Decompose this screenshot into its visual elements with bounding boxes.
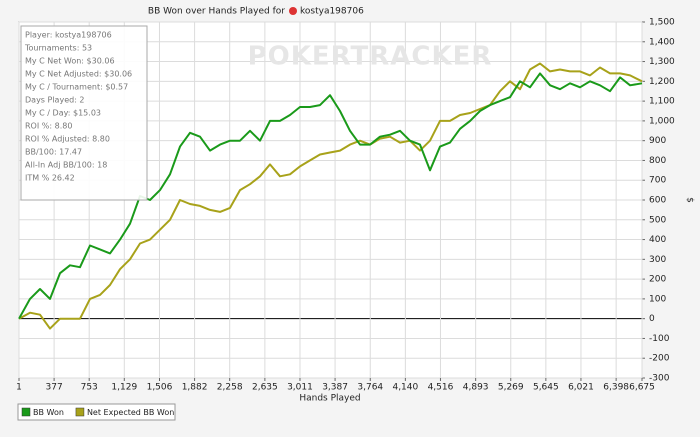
info-line: My C / Tournament: $0.57	[25, 83, 128, 92]
x-axis-label: Hands Played	[299, 394, 360, 404]
x-tick-label: 1,129	[111, 383, 137, 393]
watermark: POKERTRACKER	[248, 42, 493, 72]
x-tick-label: 4,140	[392, 383, 418, 393]
x-tick-label: 3,387	[322, 383, 348, 393]
x-tick-label: 5,645	[533, 383, 559, 393]
info-line: My C Net Adjusted: $30.06	[25, 70, 132, 79]
y-axis-label: $	[685, 197, 695, 203]
player-name: kostya198706	[300, 7, 364, 17]
x-tick-label: 5,269	[498, 383, 524, 393]
y-tick-label: 1,400	[649, 37, 675, 47]
y-tick-label: 1,000	[649, 116, 675, 126]
y-tick-label: 100	[649, 294, 666, 304]
y-tick-label: 1,200	[649, 77, 675, 87]
info-line: All-In Adj BB/100: 18	[25, 161, 107, 170]
x-tick-label: 1,882	[182, 383, 208, 393]
y-tick-label: -200	[649, 354, 670, 364]
y-tick-label: 1,300	[649, 57, 675, 67]
info-line: ROI %: 8.80	[25, 122, 72, 131]
x-tick-label: 6,398	[603, 383, 629, 393]
legend: BB Won Net Expected BB Won	[21, 407, 174, 417]
x-tick-label: 377	[46, 383, 63, 393]
x-tick-label: 4,516	[428, 383, 454, 393]
info-line: Player: kostya198706	[25, 31, 112, 40]
x-tick-label: 4,893	[463, 383, 489, 393]
info: Player: kostya198706 Tournaments: 53 My C …	[24, 31, 132, 183]
legend-swatch	[75, 407, 85, 417]
y-tick-label: 1,100	[649, 97, 675, 107]
x-tick-label: 6,021	[568, 383, 594, 393]
info-line: ROI % Adjusted: 8.80	[25, 135, 110, 144]
series-line	[18, 72, 643, 320]
x-tick-label: 3,764	[357, 383, 383, 393]
legend-swatch	[21, 407, 31, 417]
y-tick-label: 400	[649, 235, 666, 245]
y-tick-label: 300	[649, 255, 666, 265]
series-line	[18, 62, 643, 330]
x-tick-label: 753	[81, 383, 98, 393]
x-tick-label: 1,506	[147, 383, 173, 393]
y-tick-label: 800	[649, 156, 666, 166]
y-tick-label: 900	[649, 136, 666, 146]
y-tick-label: 600	[649, 196, 666, 206]
y-tick-label: 0	[649, 314, 655, 324]
info-line: Days Played: 2	[25, 96, 85, 105]
legend-box	[17, 403, 176, 421]
x-tick-label: 2,258	[217, 383, 243, 393]
x-tick-label: 2,635	[252, 383, 278, 393]
legend-label: BB Won	[33, 408, 64, 417]
x-tick-label: 1	[16, 383, 22, 393]
info-line: My C / Day: $15.03	[25, 109, 101, 118]
player-icon	[289, 7, 297, 15]
info-line: ITM % 26.42	[25, 174, 75, 183]
y-tick-label: -300	[649, 374, 670, 384]
y-tick-label: 200	[649, 275, 666, 285]
x-tick-label: 6,675	[629, 383, 655, 393]
info-line: Tournaments: 53	[24, 44, 92, 53]
info-line: BB/100: 17.47	[25, 148, 82, 157]
y-tick-label: -100	[649, 334, 670, 344]
legend-label: Net Expected BB Won	[87, 408, 174, 417]
info-line: My C Net Won: $30.06	[25, 57, 115, 66]
lines	[18, 62, 643, 330]
x-tick-label: 3,011	[287, 383, 313, 393]
y-tick-label: 1,500	[649, 18, 675, 28]
info-box	[20, 25, 148, 201]
y-tick-label: 500	[649, 215, 666, 225]
chart-title: BB Won over Hands Played for	[148, 7, 285, 17]
y-tick-label: 700	[649, 176, 666, 186]
